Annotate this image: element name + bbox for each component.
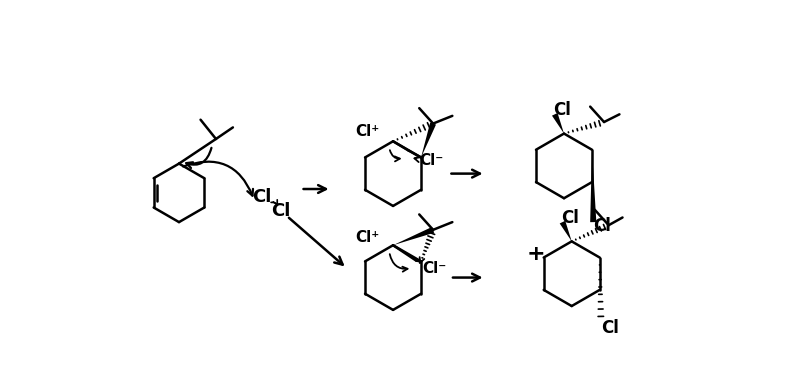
Text: Cl: Cl	[594, 217, 611, 235]
Polygon shape	[590, 150, 596, 222]
Text: Cl: Cl	[554, 102, 571, 120]
Polygon shape	[393, 227, 434, 245]
Text: Cl⁺: Cl⁺	[355, 230, 380, 245]
Text: Cl⁻: Cl⁻	[419, 153, 444, 168]
Text: Cl: Cl	[562, 209, 579, 227]
Text: Cl⁻: Cl⁻	[422, 261, 446, 276]
Text: +: +	[526, 244, 545, 265]
Text: Cl: Cl	[253, 188, 272, 206]
Polygon shape	[552, 113, 564, 133]
Text: Cl: Cl	[271, 202, 290, 220]
Polygon shape	[560, 221, 572, 241]
Text: Cl: Cl	[602, 319, 619, 337]
Text: Cl⁺: Cl⁺	[355, 124, 380, 139]
Polygon shape	[421, 123, 436, 158]
